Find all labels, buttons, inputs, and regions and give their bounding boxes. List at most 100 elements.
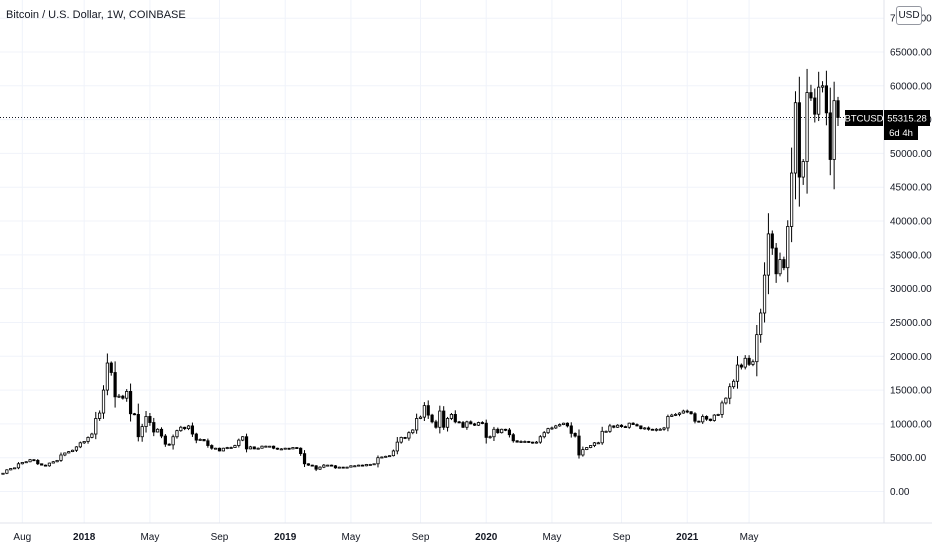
candle-body xyxy=(677,412,682,415)
countdown-box xyxy=(884,126,918,140)
y-tick-label: 35000.00 xyxy=(890,250,932,261)
candle-body xyxy=(685,410,689,413)
candle-body xyxy=(113,372,117,398)
candle-body xyxy=(128,391,133,415)
candle-body xyxy=(241,436,245,441)
candle-body xyxy=(36,459,40,465)
x-tick-label: 2019 xyxy=(274,532,297,543)
candle-body xyxy=(507,429,512,436)
currency-button[interactable]: USD xyxy=(896,6,922,25)
candle-body xyxy=(117,395,121,398)
candle-body xyxy=(101,389,106,414)
candle-body xyxy=(264,445,268,448)
y-tick-label: 20000.00 xyxy=(890,352,932,363)
candle-body xyxy=(260,445,264,449)
candle-body xyxy=(743,357,747,368)
candle-body xyxy=(565,422,569,427)
candle-body xyxy=(728,386,732,399)
candle-body xyxy=(82,441,86,444)
candle-body xyxy=(666,416,670,429)
candle-body xyxy=(735,364,740,382)
candle-body xyxy=(430,414,434,423)
candle-body xyxy=(418,416,423,419)
price-tag-countdown: 6d 4h xyxy=(889,128,913,139)
candle-body xyxy=(828,112,832,160)
candle-body xyxy=(457,421,461,424)
y-tick-label: 15000.00 xyxy=(890,386,932,397)
candle-body xyxy=(28,459,32,463)
y-tick-label: 0.00 xyxy=(890,487,910,498)
price-tag-symbol: BTCUSD xyxy=(844,114,883,125)
candle-body xyxy=(237,439,241,446)
x-tick-label: May xyxy=(542,532,561,543)
candle-body xyxy=(442,410,446,428)
x-tick-label: May xyxy=(140,532,159,543)
candle-body xyxy=(279,448,283,451)
x-tick-label: 2021 xyxy=(676,532,699,543)
candle-body xyxy=(573,432,577,437)
candle-body xyxy=(604,430,608,433)
time-axis[interactable]: Aug 2018 May Sep 2019 May Sep 2020 May Sep 2021 May xyxy=(13,532,758,543)
candle-body xyxy=(90,433,94,438)
candle-body xyxy=(167,443,171,446)
x-tick-label: 2020 xyxy=(475,532,498,543)
candle-body xyxy=(40,463,44,466)
candle-body xyxy=(817,86,821,115)
candle-body xyxy=(233,445,237,448)
candles xyxy=(1,68,840,475)
candle-body xyxy=(515,440,519,443)
candle-body xyxy=(326,464,330,467)
candle-body xyxy=(125,391,129,399)
candle-body xyxy=(523,441,527,443)
price-axis[interactable]: 70000.0065000.0060000.0055000.0050000.00… xyxy=(890,14,932,498)
candle-body xyxy=(786,226,790,269)
candle-body xyxy=(159,428,164,437)
candle-body xyxy=(380,456,384,459)
candle-body xyxy=(778,259,782,275)
candle-body xyxy=(415,418,419,431)
candle-body xyxy=(712,414,716,421)
candle-body xyxy=(74,446,79,451)
candle-body xyxy=(202,439,206,442)
candle-body xyxy=(337,466,341,469)
x-tick-label: Sep xyxy=(211,532,229,543)
candle-body xyxy=(272,445,276,449)
candle-body xyxy=(372,463,376,466)
candle-body xyxy=(554,425,558,429)
candle-body xyxy=(248,446,253,450)
candle-body xyxy=(480,422,484,424)
candle-body xyxy=(716,414,720,416)
candle-body xyxy=(527,441,531,443)
candle-body xyxy=(616,424,620,428)
candle-body xyxy=(465,421,469,428)
candle-body xyxy=(445,418,450,428)
candle-body xyxy=(770,233,774,249)
candle-body xyxy=(824,85,829,114)
candle-body xyxy=(612,425,616,428)
candle-body xyxy=(391,450,396,457)
candle-body xyxy=(820,85,825,88)
candle-body xyxy=(395,441,399,452)
candle-body xyxy=(132,413,137,416)
candle-body xyxy=(492,428,496,438)
candle-body xyxy=(503,428,508,431)
candle-body xyxy=(619,424,624,427)
candle-body xyxy=(569,425,573,434)
x-tick-label: Sep xyxy=(412,532,430,543)
candle-body xyxy=(546,428,550,434)
candle-body xyxy=(144,416,148,427)
candle-body xyxy=(287,447,291,450)
candle-body xyxy=(136,414,140,438)
candle-body xyxy=(650,428,655,431)
candle-body xyxy=(801,161,805,178)
y-tick-label: 10000.00 xyxy=(890,419,932,430)
candle-body xyxy=(221,447,225,452)
candle-body xyxy=(635,424,639,427)
candle-body xyxy=(797,102,801,178)
candle-body xyxy=(210,445,214,449)
grid-lines xyxy=(0,0,884,523)
candle-body xyxy=(198,439,202,441)
candle-body xyxy=(98,412,102,419)
